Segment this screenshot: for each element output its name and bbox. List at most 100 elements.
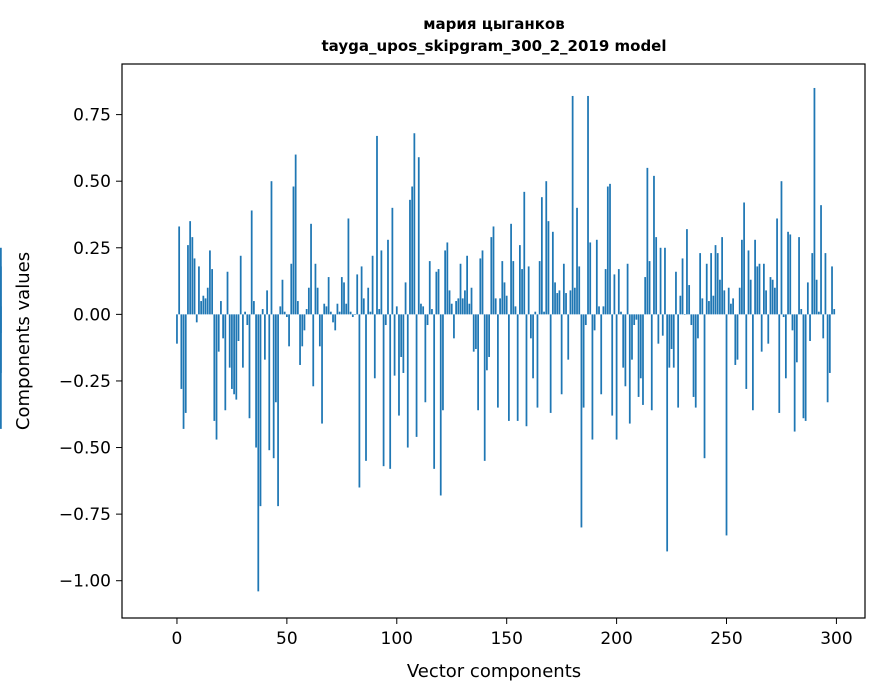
x-tick-label: 50 [276, 629, 298, 649]
bar-90 [373, 314, 376, 379]
bar-56 [299, 314, 301, 365]
bar-213 [644, 277, 647, 315]
bar-23 [226, 271, 229, 315]
bar-32 [246, 314, 249, 326]
x-axis-ticks: 0 50 100 150 200 250 300 [172, 618, 853, 649]
bar-164 [536, 314, 539, 408]
bar-6 [189, 221, 192, 315]
bar-141 [486, 314, 488, 371]
bar-263 [754, 239, 756, 315]
bar-296 [826, 314, 829, 403]
bar-180 [571, 95, 574, 315]
bar-106 [409, 199, 411, 315]
bar-280 [791, 314, 794, 331]
bar-175 [560, 314, 563, 395]
bar-145 [494, 298, 497, 315]
bar-206 [628, 314, 631, 424]
bar-173 [556, 293, 559, 315]
bar-68 [325, 306, 328, 315]
bar-99 [393, 314, 396, 376]
bar-60 [307, 287, 310, 315]
bar-117 [433, 314, 436, 469]
bar-118 [435, 271, 438, 315]
bar-248 [721, 237, 723, 315]
bar-109 [415, 314, 418, 437]
bar-63 [314, 263, 317, 315]
y-tick-label: −0.75 [59, 505, 111, 525]
bar-74 [338, 311, 341, 315]
bar-137 [477, 314, 479, 411]
bar-27 [235, 314, 238, 400]
bar-240 [703, 314, 706, 459]
bar-148 [501, 261, 504, 315]
bar-38 [259, 314, 262, 507]
bar-257 [741, 239, 743, 315]
bar-76 [343, 282, 345, 315]
bar-158 [523, 191, 526, 315]
bar-231 [683, 314, 686, 315]
bar-107 [411, 186, 414, 315]
bar-14 [206, 287, 209, 315]
bar-166 [540, 197, 543, 315]
bar-200 [615, 314, 618, 440]
bar-245 [714, 245, 717, 315]
bar-135 [472, 314, 475, 352]
bar-48 [281, 279, 284, 315]
bar-181 [573, 287, 576, 315]
bar-53 [292, 186, 295, 315]
bar-92 [378, 309, 381, 315]
bar-251 [727, 287, 730, 315]
x-tick-label: 150 [490, 629, 522, 649]
bar-134 [470, 287, 473, 315]
bar-11 [200, 301, 203, 315]
bar-233 [688, 285, 691, 315]
bar-131 [464, 290, 466, 315]
bar-205 [626, 263, 629, 315]
bar-31 [244, 311, 246, 315]
bar-196 [606, 186, 609, 315]
bar-113 [424, 314, 427, 403]
bar-219 [657, 314, 660, 344]
bar-97 [389, 314, 392, 469]
bar-254 [734, 314, 737, 365]
bar-161 [529, 314, 532, 339]
chart-subtitle: tayga_upos_skipgram_300_2_2019 model [322, 37, 667, 55]
bar-43 [270, 181, 273, 315]
bar-169 [547, 221, 550, 315]
bar-91 [376, 135, 378, 315]
bar-293 [820, 205, 822, 315]
bar-272 [773, 287, 776, 315]
bar-284 [800, 309, 803, 315]
bar-138 [479, 258, 482, 315]
bar-83 [358, 314, 361, 488]
y-tick-label: 0.25 [73, 239, 111, 259]
bar-44 [272, 314, 275, 459]
bar-253 [732, 298, 734, 315]
bar-159 [525, 314, 528, 427]
bar-176 [562, 263, 565, 315]
bar-57 [301, 314, 304, 347]
bar-36 [255, 314, 257, 448]
bar-37 [257, 314, 260, 592]
bar-25 [231, 314, 233, 389]
bar-5 [187, 245, 189, 315]
bar-170 [549, 314, 552, 413]
bar-47 [279, 306, 282, 315]
bar-19 [217, 314, 220, 352]
bar-80 [351, 314, 354, 318]
bar-191 [595, 239, 598, 315]
bar-299 [833, 309, 836, 315]
bar-45 [274, 314, 277, 403]
bar-274 [778, 314, 781, 413]
bar-194 [602, 306, 605, 315]
bar-139 [481, 250, 484, 315]
bar-105 [406, 314, 409, 448]
bar-237 [697, 314, 699, 339]
bar-110 [417, 157, 420, 315]
bar-24 [228, 314, 231, 368]
bar-155 [516, 314, 519, 421]
bar-40 [264, 314, 266, 360]
plot-frame [121, 63, 866, 619]
bar-266 [760, 314, 763, 352]
bar-192 [598, 306, 600, 315]
